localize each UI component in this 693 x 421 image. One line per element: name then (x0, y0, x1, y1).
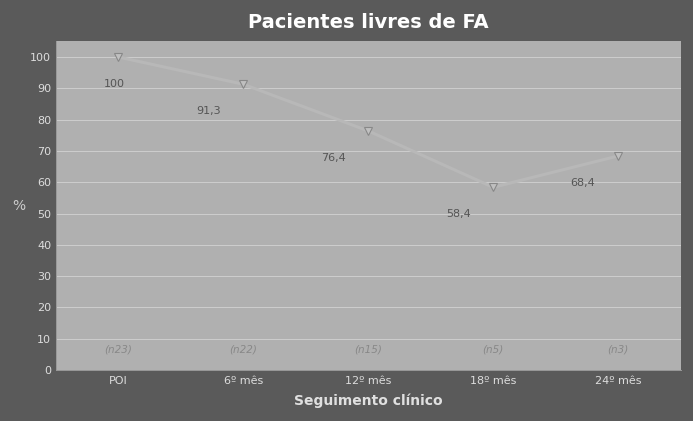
Title: Pacientes livres de FA: Pacientes livres de FA (248, 13, 489, 32)
Text: 76,4: 76,4 (321, 153, 346, 163)
Text: 91,3: 91,3 (196, 106, 220, 116)
X-axis label: Seguimento clínico: Seguimento clínico (294, 394, 443, 408)
Text: 100: 100 (103, 79, 125, 89)
Text: 68,4: 68,4 (570, 178, 595, 188)
Text: (n3): (n3) (608, 344, 629, 354)
Text: (n23): (n23) (105, 344, 132, 354)
Text: 58,4: 58,4 (446, 209, 471, 219)
Text: (n15): (n15) (354, 344, 383, 354)
Text: (n5): (n5) (482, 344, 504, 354)
Text: (n22): (n22) (229, 344, 257, 354)
Y-axis label: %: % (12, 199, 26, 213)
